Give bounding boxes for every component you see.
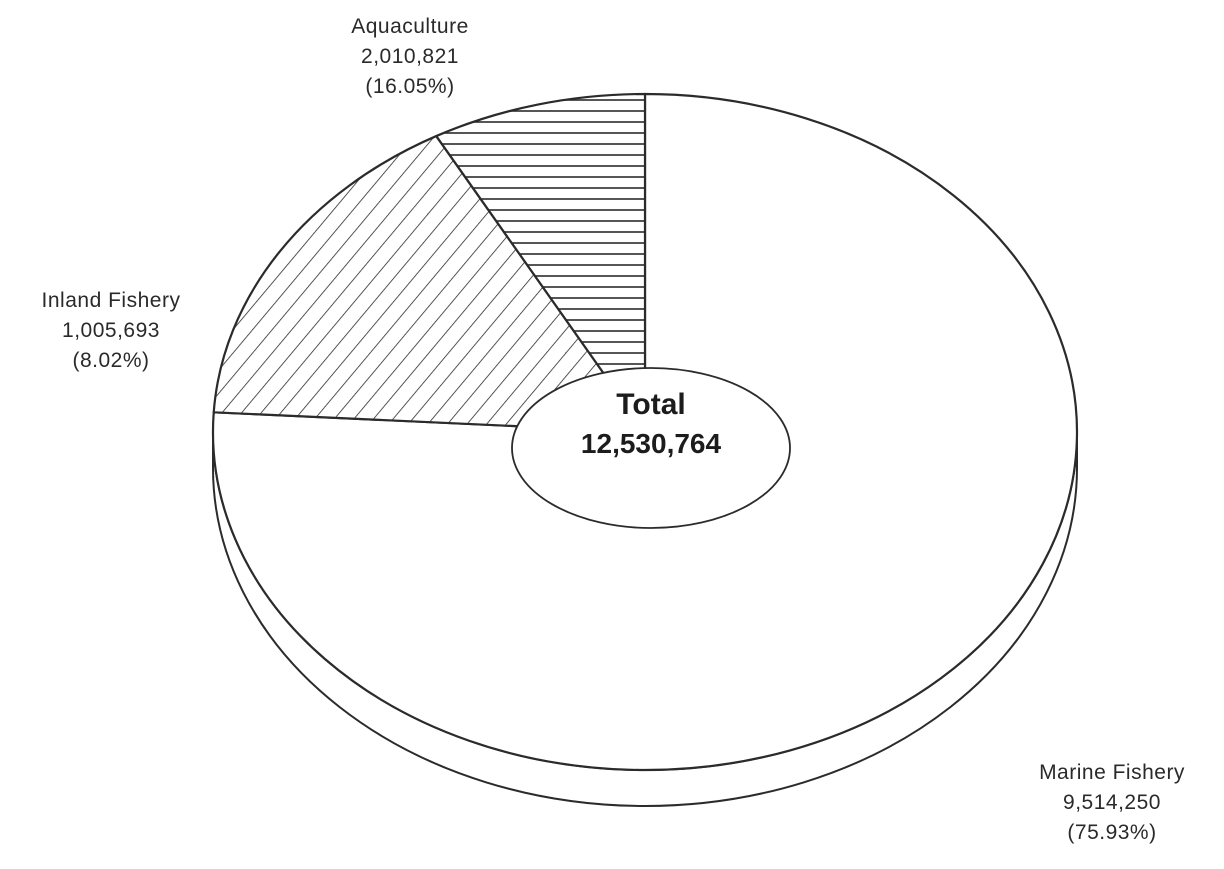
slice-value: 1,005,693 <box>62 319 160 342</box>
slice-percent: (16.05%) <box>365 75 455 98</box>
slice-name: Marine Fishery <box>1039 761 1185 784</box>
pie-slice-inland-fishery <box>435 92 647 434</box>
total-title: Total <box>616 388 686 421</box>
slice-percent: (8.02%) <box>72 349 150 372</box>
slice-percent: (75.93%) <box>1067 821 1157 844</box>
slice-value: 9,514,250 <box>1063 791 1161 814</box>
slice-value: 2,010,821 <box>361 45 459 68</box>
pie-slice-aquaculture <box>212 134 647 434</box>
slice-name: Inland Fishery <box>41 289 181 312</box>
slice-label-marine-fishery: Marine Fishery 9,514,250 (75.93%) <box>1000 758 1224 848</box>
slice-label-inland-fishery: Inland Fishery 1,005,693 (8.02%) <box>0 286 222 376</box>
slice-label-aquaculture: Aquaculture 2,010,821 (16.05%) <box>290 12 530 102</box>
center-total-label: Total 12,530,764 <box>512 385 790 463</box>
center-total-ellipse <box>511 367 791 529</box>
total-value: 12,530,764 <box>580 428 722 459</box>
slice-name: Aquaculture <box>351 15 469 38</box>
